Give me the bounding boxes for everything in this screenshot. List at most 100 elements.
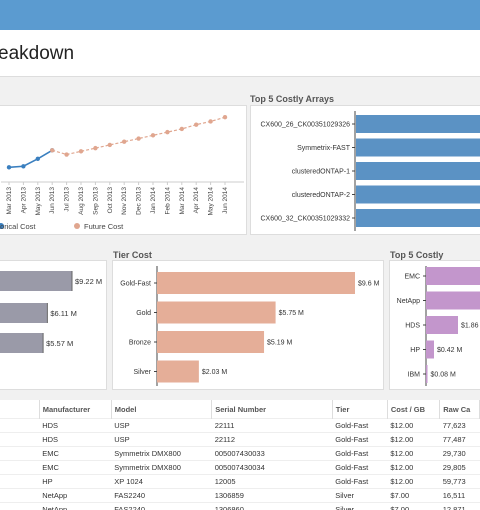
manufacturer-value-label: $6.11 M [50,309,77,318]
column-header[interactable]: Serial Number [211,400,333,419]
vendor-label: IBM [408,372,421,379]
table-row[interactable]: HDS USP 22111 Gold-Fast $12.00 77,623 [0,418,480,433]
array-bar [356,162,480,180]
future-point [136,136,141,141]
table-cell: FAS2240 [111,502,212,510]
table-cell: EMC [39,446,112,461]
column-header[interactable]: Raw Ca [439,400,480,419]
column-header[interactable]: Tier [332,400,388,419]
table-cell: Gold-Fast [332,460,388,475]
column-header[interactable]: Model [111,400,213,419]
table-cell: 59,773 [439,474,480,489]
manufacturer-bar [0,333,44,353]
table-row[interactable]: NetApp FAS2240 1306860 Silver $7.00 12,871 [0,502,480,510]
table-cell: 005007430033 [211,446,333,461]
page-header: eakdown [0,30,480,77]
table-cell: 22111 [211,418,333,433]
table-cell [0,474,40,489]
array-label: CX600_32_CK00351029332 [260,216,350,223]
table-cell: XP 1024 [111,474,212,489]
tier-cost-panel: Gold-Fast $9.6 M Gold $5.75 M Bronze $5.19 M S… [112,260,384,390]
array-label: clusteredONTAP-1 [292,169,350,176]
table-cell: Gold-Fast [332,432,388,447]
table-cell: Silver [332,502,388,510]
vendor-label: NetApp [397,298,420,305]
table-cell: 1306860 [211,502,333,510]
vendor-value-label: $0.08 M [431,372,456,379]
vendor-bar [426,291,480,310]
cost-trend-panel: Mar 2013 Apr 2013 May 2013 Jun 2013 Jul 2013… [0,105,247,235]
historical-point [35,156,40,161]
x-tick-label: Aug 2013 [78,187,85,215]
column-header[interactable]: Manufacturer [39,400,112,419]
table-cell: 16,511 [439,488,480,503]
manufacturer-value-label: $9.22 M [75,277,102,286]
table-cell: 77,623 [439,418,480,433]
cost-trend-chart: Mar 2013 Apr 2013 May 2013 Jun 2013 Jul 2013… [0,115,244,231]
x-tick-label: Jun 2013 [49,187,56,214]
table-cell [0,446,40,461]
array-label: CX600_26_CK00351029326 [260,122,350,129]
tier-value-label: $5.19 M [267,340,292,347]
array-bar [356,209,480,227]
future-point [78,149,84,154]
future-point [122,139,127,144]
historical-line [8,149,53,169]
table-cell: $7.00 [387,488,440,503]
table-cell: 005007430034 [211,460,333,475]
manufacturer-cost-panel: $9.22 M $6.11 M $5.57 M [0,260,107,390]
vendor-bar [426,340,434,359]
table-cell: FAS2240 [111,488,212,503]
column-header[interactable] [0,400,40,419]
x-tick-label: Oct 2013 [107,187,114,214]
table-cell: HP [39,474,112,489]
table-row[interactable]: NetApp FAS2240 1306859 Silver $7.00 16,511 [0,488,480,503]
tier-cost-chart: Gold-Fast $9.6 M Gold $5.75 M Bronze $5.19 M S… [120,266,380,386]
manufacturer-bar [0,303,48,323]
table-row[interactable]: EMC Symmetrix DMX800 005007430033 Gold-Fast… [0,446,480,461]
top-arrays-chart: CX600_26_CK00351029326 Symmetrix-FAST clus… [260,111,480,231]
tier-bar [157,272,355,294]
array-label: Symmetrix-FAST [297,145,351,152]
x-tick-label: May 2013 [35,187,42,216]
table-cell: Symmetrix DMX800 [111,446,212,461]
tier-value-label: $9.6 M [358,281,380,288]
table-cell: USP [111,418,212,433]
legend-future-label: Future Cost [84,222,124,231]
table-cell: 22112 [211,432,333,447]
table-cell: NetApp [39,502,112,510]
x-tick-label: Dec 2013 [136,187,143,215]
x-tick-label: Jun 2014 [222,187,229,214]
tier-bar [157,331,265,353]
table-cell: HDS [39,432,112,447]
manufacturer-value-label: $5.57 M [46,339,73,348]
table-cell: Gold-Fast [332,474,388,489]
legend-future-swatch [74,223,80,229]
table-cell: 12,871 [439,502,480,510]
historical-point [21,164,26,169]
table-row[interactable]: HP XP 1024 12005 Gold-Fast $12.00 59,773 [0,474,480,489]
table-cell: 77,487 [439,432,480,447]
table-cell: $12.00 [387,474,440,489]
vendor-bar [426,267,480,285]
legend-historical-swatch [0,223,4,229]
tier-cost-title: Tier Cost [113,250,152,260]
table-row[interactable]: HDS USP 22112 Gold-Fast $12.00 77,487 [0,432,480,447]
table-cell: Gold-Fast [332,446,388,461]
page-title: eakdown [0,43,75,64]
table-cell: 29,730 [439,446,480,461]
table-cell: NetApp [39,488,112,503]
table-cell: Symmetrix DMX800 [111,460,212,475]
table-cell: HDS [39,418,112,433]
table-cell [0,432,40,447]
table-cell [0,502,40,510]
historical-point [6,165,12,170]
manufacturer-cost-chart: $9.22 M $6.11 M $5.57 M [0,271,102,353]
arrays-table: Manufacturer Model Serial Number Tier Cost /… [0,400,480,510]
vendor-bar [426,365,428,383]
vendor-label: HP [410,347,420,354]
column-header[interactable]: Cost / GB [387,400,441,419]
table-row[interactable]: EMC Symmetrix DMX800 005007430034 Gold-Fast… [0,460,480,475]
table-cell: $12.00 [387,432,440,447]
future-point [64,152,69,157]
